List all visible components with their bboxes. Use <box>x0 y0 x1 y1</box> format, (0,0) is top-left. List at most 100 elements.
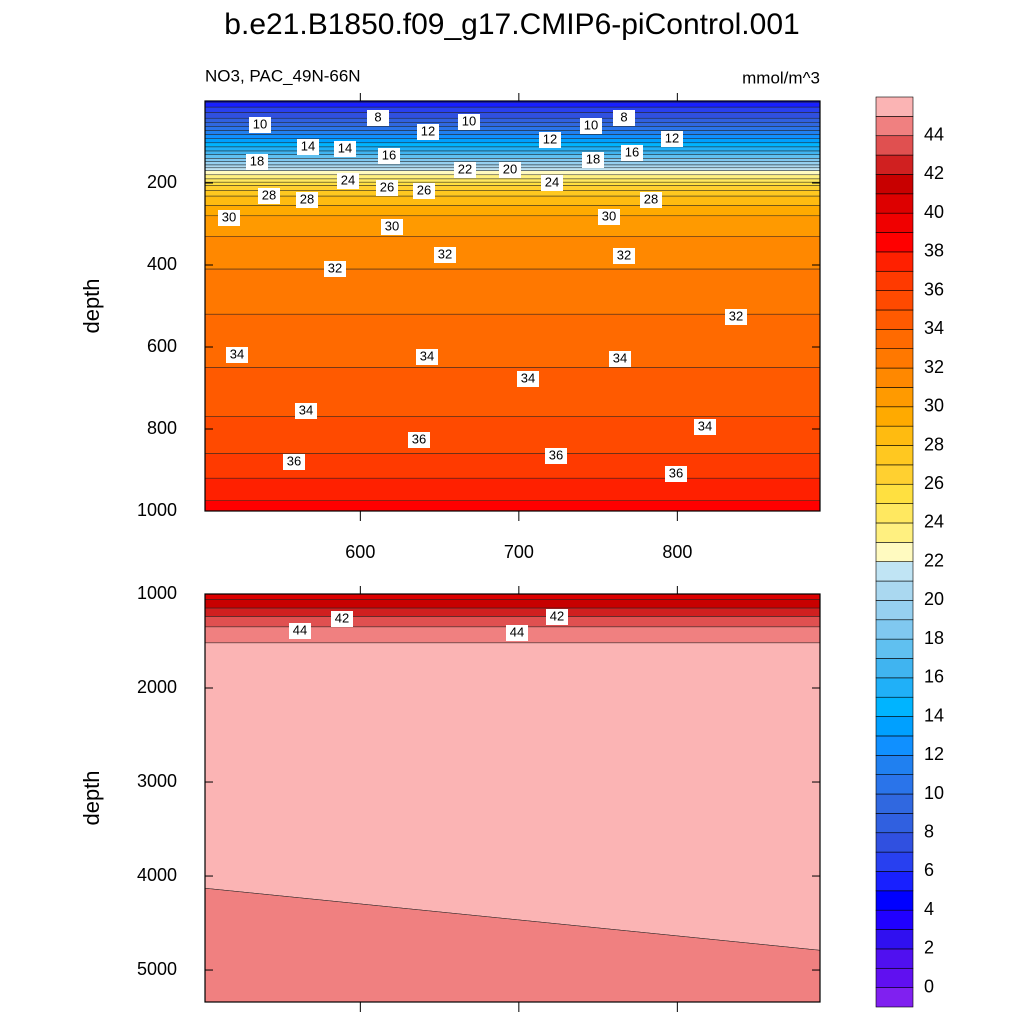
contour-label-bg <box>258 188 280 204</box>
y-tick-label: 3000 <box>137 771 177 791</box>
contour-band <box>205 154 820 159</box>
contour-band <box>205 185 820 191</box>
colorbar-box <box>875 193 914 214</box>
contour-label: 18 <box>250 153 264 168</box>
contour-label-bg <box>296 192 318 208</box>
y-tick-label: 4000 <box>137 865 177 885</box>
contour-band <box>205 122 820 127</box>
contour-label: 26 <box>380 179 394 194</box>
contour-band <box>205 181 820 186</box>
contour-label: 8 <box>374 109 381 124</box>
colorbar-box <box>875 251 914 272</box>
contour-label: 30 <box>602 208 616 223</box>
contour-band <box>205 195 820 206</box>
contour-label-bg <box>413 183 435 199</box>
panel-frame <box>204 593 821 1003</box>
contour-label: 12 <box>421 123 435 138</box>
x-tick-label: 600 <box>345 542 375 562</box>
contour-label-bg <box>334 141 356 157</box>
colorbar-box <box>875 987 914 1008</box>
colorbar-tick-label: 2 <box>924 938 934 958</box>
colorbar-tick-label: 22 <box>924 550 944 570</box>
colorbar-box <box>875 813 914 834</box>
contour-band <box>205 158 820 162</box>
contour-label-bg <box>434 247 456 263</box>
contour-band <box>205 190 820 197</box>
contour-label-bg <box>582 152 604 168</box>
colorbar-box <box>875 929 914 950</box>
contour-band <box>205 887 820 1002</box>
colorbar-tick-label: 20 <box>924 589 944 609</box>
contour-label-bg <box>417 124 439 140</box>
contour-label: 24 <box>341 172 355 187</box>
contour-label: 34 <box>698 418 712 433</box>
colorbar-tick-label: 12 <box>924 744 944 764</box>
contour-label: 12 <box>543 131 557 146</box>
contour-label: 22 <box>458 161 472 176</box>
contour-band <box>205 367 820 417</box>
colorbar-box <box>875 967 914 988</box>
contour-label-bg <box>458 114 480 130</box>
contour-label-bg <box>539 132 561 148</box>
contour-label: 36 <box>412 431 426 446</box>
contour-label-bg <box>324 261 346 277</box>
y-tick-label: 400 <box>147 254 177 274</box>
y-tick-label: 600 <box>147 336 177 356</box>
contour-band <box>205 215 820 237</box>
colorbar-box <box>875 638 914 659</box>
colorbar-box <box>875 367 914 388</box>
y-axis-label: depth <box>79 278 104 333</box>
contour-label-bg <box>661 131 683 147</box>
colorbar-tick-label: 34 <box>924 318 944 338</box>
contour-label-bg <box>295 403 317 419</box>
contour-band <box>205 500 820 511</box>
colorbar-box <box>875 716 914 737</box>
y-tick-label: 1000 <box>137 500 177 520</box>
contour-label: 10 <box>462 113 476 128</box>
contour-label-bg <box>226 347 248 363</box>
contour-band <box>205 205 820 217</box>
contour-label-bg <box>725 309 747 325</box>
contour-label-bg <box>609 351 631 367</box>
contour-label-bg <box>665 466 687 482</box>
colorbar-tick-label: 32 <box>924 357 944 377</box>
contour-band <box>205 416 820 454</box>
colorbar-box <box>875 774 914 795</box>
colorbar-box <box>875 948 914 969</box>
contour-band <box>205 477 820 501</box>
colorbar-box <box>875 116 914 137</box>
colorbar-box <box>875 542 914 562</box>
contour-label: 16 <box>382 147 396 162</box>
subtitle-right: mmol/m^3 <box>742 68 820 87</box>
contour-band <box>205 150 820 155</box>
x-tick-label: 800 <box>662 542 692 562</box>
colorbar-box <box>875 696 914 717</box>
contour-label-bg <box>381 219 403 235</box>
colorbar-tick-label: 10 <box>924 783 944 803</box>
contour-band <box>205 130 820 135</box>
contour-label-bg <box>545 448 567 464</box>
colorbar-box <box>875 406 914 427</box>
colorbar-box <box>875 290 914 311</box>
colorbar-box <box>875 483 914 504</box>
y-tick-label: 1000 <box>137 583 177 603</box>
contour-label-bg <box>613 248 635 264</box>
contour-label: 34 <box>613 350 627 365</box>
colorbar-box <box>875 580 914 601</box>
colorbar-box <box>875 909 914 930</box>
contour-label-bg <box>598 209 620 225</box>
colorbar-box <box>875 832 914 853</box>
colorbar-box <box>875 270 914 291</box>
contour-label: 20 <box>503 161 517 176</box>
colorbar-box <box>875 174 914 195</box>
contour-label-bg <box>367 110 389 126</box>
colorbar-box <box>875 309 914 330</box>
colorbar-tick-label: 28 <box>924 434 944 454</box>
contour-label-bg <box>283 454 305 470</box>
contour-label-bg <box>331 611 353 627</box>
colorbar-box <box>875 735 914 756</box>
contour-label: 12 <box>665 130 679 145</box>
colorbar-box <box>875 329 914 350</box>
contour-label-bg <box>218 210 240 226</box>
